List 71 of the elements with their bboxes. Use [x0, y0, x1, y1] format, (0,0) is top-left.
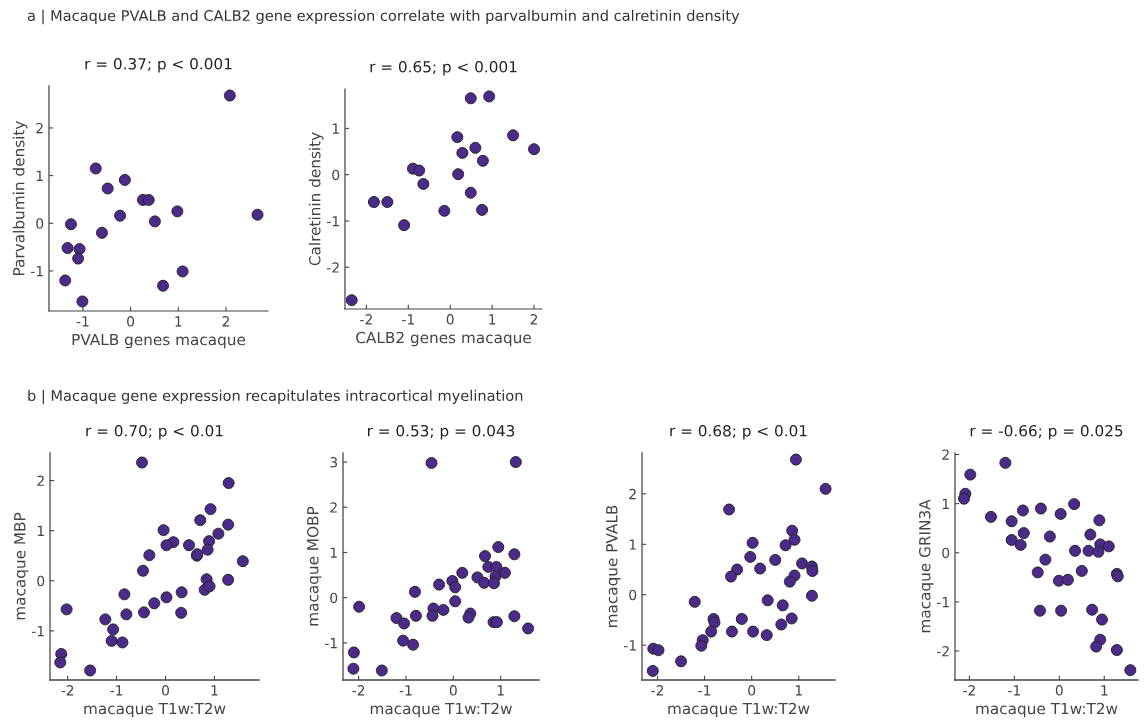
y-tick-label: 0 [37, 575, 45, 587]
x-tick-label: 0 [748, 685, 756, 696]
y-axis-title: macaque PVALB [606, 505, 621, 627]
y-tick-label: -1 [31, 626, 44, 637]
y-tick-label: -1 [623, 640, 636, 651]
text: b | Macaque gene expression recapitulates intracortical myelination [28, 389, 523, 405]
x-tick-label: 0 [127, 316, 135, 327]
chart-title: r = 0.53; p = 0.043 [368, 424, 515, 440]
y-tick-label: 3 [330, 457, 338, 468]
x-tick-label: -1 [76, 316, 89, 327]
y-axis-title: macaque MBP [14, 512, 29, 620]
y-tick-label: 0 [629, 589, 637, 601]
chart-title: r = 0.65; p < 0.001 [370, 60, 517, 76]
y-tick-label: 1 [629, 539, 636, 550]
x-tick-label: -2 [651, 685, 664, 696]
y-axis-title: Calretinin density [308, 132, 324, 266]
x-tick-label: -1 [698, 685, 711, 696]
x-tick-label: 0 [1055, 685, 1063, 696]
x-tick-label: 2 [222, 316, 230, 327]
x-tick-label: -2 [61, 685, 74, 696]
x-tick-label: 1 [497, 685, 504, 696]
y-tick-label: 1 [330, 547, 337, 558]
x-axis-title: CALB2 genes macaque [356, 331, 531, 347]
x-axis-title: macaque T1w:T2w [668, 702, 810, 718]
y-tick-label: 0 [330, 592, 338, 604]
x-tick-label: 0 [446, 314, 454, 325]
y-tick-label: 0 [36, 218, 44, 229]
x-tick-label: -1 [1008, 685, 1020, 696]
x-axis-title: macaque T1w:T2w [84, 702, 226, 718]
y-tick-label: -1 [30, 266, 43, 277]
text: a | Macaque PVALB and CALB2 gene expression correlate with parvalbumin and calretinin density [27, 9, 740, 25]
y-tick-label: 1 [332, 123, 339, 134]
chart-title: r = 0.37; p < 0.001 [85, 57, 232, 73]
y-tick-label: -1 [324, 638, 337, 649]
y-tick-label: 2 [36, 122, 43, 134]
y-tick-label: 0 [942, 547, 950, 559]
y-tick-label: -2 [936, 645, 949, 657]
chart-title: r = -0.66; p = 0.025 [970, 424, 1123, 440]
x-axis-title: macaque T1w:T2w [370, 702, 512, 718]
x-tick-label: -1 [402, 314, 414, 325]
x-tick-label: 1 [175, 316, 182, 327]
x-tick-label: 0 [449, 685, 457, 696]
y-tick-label: -1 [936, 597, 949, 608]
x-tick-label: -2 [963, 685, 975, 696]
x-tick-label: -2 [352, 685, 365, 696]
x-tick-label: 2 [530, 314, 538, 325]
y-tick-label: 2 [629, 488, 636, 500]
x-tick-label: -2 [360, 314, 372, 325]
y-tick-label: -1 [326, 216, 339, 227]
y-tick-label: 2 [330, 502, 337, 513]
x-axis-title: macaque T1w:T2w [976, 702, 1118, 718]
y-tick-label: 1 [36, 170, 43, 181]
y-axis-title: Parvalbumin density [12, 121, 28, 275]
x-tick-label: -1 [110, 685, 123, 696]
y-axis-title: macaque GRIN3A [919, 499, 934, 633]
x-tick-label: -1 [399, 685, 412, 696]
y-tick-label: 1 [37, 525, 44, 536]
y-tick-label: 0 [332, 169, 340, 181]
y-tick-label: 2 [37, 475, 44, 486]
chart-title: r = 0.68; p < 0.01 [670, 424, 807, 440]
y-tick-label: 1 [942, 498, 949, 509]
x-tick-label: 1 [489, 314, 496, 325]
x-tick-label: 1 [211, 685, 218, 696]
x-tick-label: 1 [1101, 685, 1108, 696]
x-tick-label: 0 [162, 685, 170, 696]
x-tick-label: 1 [795, 685, 802, 696]
y-tick-label: -2 [326, 262, 339, 273]
x-axis-title: PVALB genes macaque [72, 333, 246, 349]
y-axis-title: macaque MOBP [307, 506, 322, 626]
y-tick-label: 2 [942, 449, 949, 460]
chart-title: r = 0.70; p < 0.01 [86, 424, 223, 440]
